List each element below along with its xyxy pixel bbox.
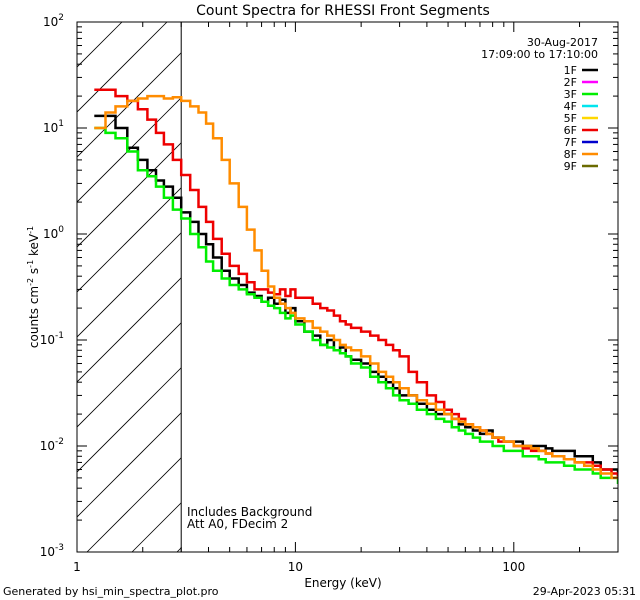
y-tick-label: 10-2 <box>40 437 64 453</box>
annotation-background: Includes Background <box>187 505 312 519</box>
y-label-mid1: s <box>27 268 41 278</box>
x-axis-label: Energy (keV) <box>304 576 381 590</box>
legend-date: 30-Aug-2017 <box>527 36 598 49</box>
series-line-8F <box>94 94 618 480</box>
chart-title: Count Spectra for RHESSI Front Segments <box>196 3 490 19</box>
y-tick-label: 101 <box>43 119 64 135</box>
plot-frame <box>76 21 619 553</box>
x-tick-label: 100 <box>502 560 525 574</box>
y-tick-label: 10-3 <box>40 543 64 559</box>
y-label-exp1: -2 <box>26 278 35 286</box>
y-label-mid2: keV <box>27 233 41 260</box>
legend-label-1F: 1F <box>564 64 577 77</box>
legend-label-2F: 2F <box>564 76 577 89</box>
y-tick-label: 100 <box>43 225 64 241</box>
hatch-line <box>77 22 168 113</box>
hatch-line <box>77 22 213 158</box>
legend-label-7F: 7F <box>564 136 577 149</box>
annotation-attenuator: Att A0, FDecim 2 <box>187 517 288 531</box>
y-label-exp2: -1 <box>26 260 35 268</box>
legend-label-5F: 5F <box>564 112 577 125</box>
legend-label-8F: 8F <box>564 148 577 161</box>
legend-label-3F: 3F <box>564 88 577 101</box>
legend-label-6F: 6F <box>564 124 577 137</box>
y-label-exp3: -1 <box>26 226 35 234</box>
legend-time-range: 17:09:00 to 17:10:00 <box>481 48 598 61</box>
footer-generated-by: Generated by hsi_min_spectra_plot.pro <box>3 585 219 598</box>
legend-label-4F: 4F <box>564 100 577 113</box>
hatch-line <box>77 22 258 203</box>
y-label-base: counts cm <box>27 286 41 348</box>
y-axis-label: counts cm-2 s-1 keV-1 <box>26 226 41 348</box>
y-tick-label: 102 <box>43 13 64 29</box>
series-layer <box>94 88 618 485</box>
x-tick-label: 1 <box>73 560 81 574</box>
x-tick-label: 10 <box>288 560 303 574</box>
hatch-line <box>77 22 123 68</box>
y-tick-label: 10-1 <box>40 331 64 347</box>
axis-layer: 1 10 100 10-3 10-2 10-1 100 101 102 <box>40 13 619 574</box>
series-line-3F <box>94 126 618 485</box>
legend-label-9F: 9F <box>564 160 577 173</box>
footer-timestamp: 29-Apr-2023 05:31 <box>533 585 636 598</box>
hatched-region <box>77 22 618 552</box>
series-line-6F <box>94 88 618 480</box>
